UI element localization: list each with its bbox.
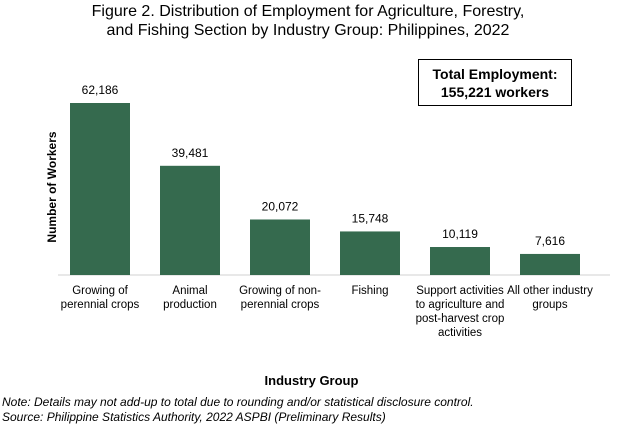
annotation: Total Employment: 155,221 workers (418, 59, 572, 106)
x-tick-label: Growing of perennial crops (60, 285, 140, 311)
data-label: 39,481 (172, 146, 209, 160)
y-axis-label: Number of Workers (45, 131, 59, 243)
data-label: 62,186 (82, 83, 119, 97)
x-tick-label: All other industry groups (507, 285, 593, 311)
bar (520, 253, 580, 275)
bar (340, 231, 400, 275)
x-tick-label: Growing of non-perennial crops (239, 285, 321, 311)
data-label: 20,072 (262, 199, 299, 213)
x-tick-label: Fishing (351, 285, 389, 297)
source: Source: Philippine Statistics Authority,… (2, 410, 386, 424)
note: Note: Details may not add-up to total du… (2, 395, 474, 409)
data-label: 7,616 (535, 234, 565, 248)
x-axis-label: Industry Group (264, 373, 359, 388)
x-tick-label: Animal production (163, 285, 217, 311)
chart-title: Figure 2. Distribution of Employment for… (91, 3, 525, 39)
data-label: 10,119 (442, 227, 478, 241)
bar (70, 103, 130, 275)
data-label: 15,748 (352, 211, 389, 225)
bar (430, 247, 490, 275)
bar (250, 219, 310, 275)
x-tick-label: Support activities to agriculture and po… (415, 285, 505, 339)
bar (160, 165, 220, 275)
